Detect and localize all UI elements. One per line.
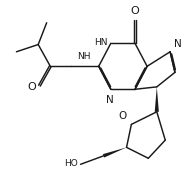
Text: N: N	[174, 39, 182, 49]
Text: O: O	[119, 111, 127, 121]
Text: HN: HN	[94, 38, 108, 47]
Polygon shape	[155, 87, 159, 112]
Text: O: O	[27, 82, 36, 92]
Text: N: N	[106, 95, 113, 105]
Text: O: O	[131, 6, 139, 16]
Text: NH: NH	[77, 52, 90, 61]
Polygon shape	[103, 147, 127, 157]
Text: HO: HO	[64, 159, 78, 168]
